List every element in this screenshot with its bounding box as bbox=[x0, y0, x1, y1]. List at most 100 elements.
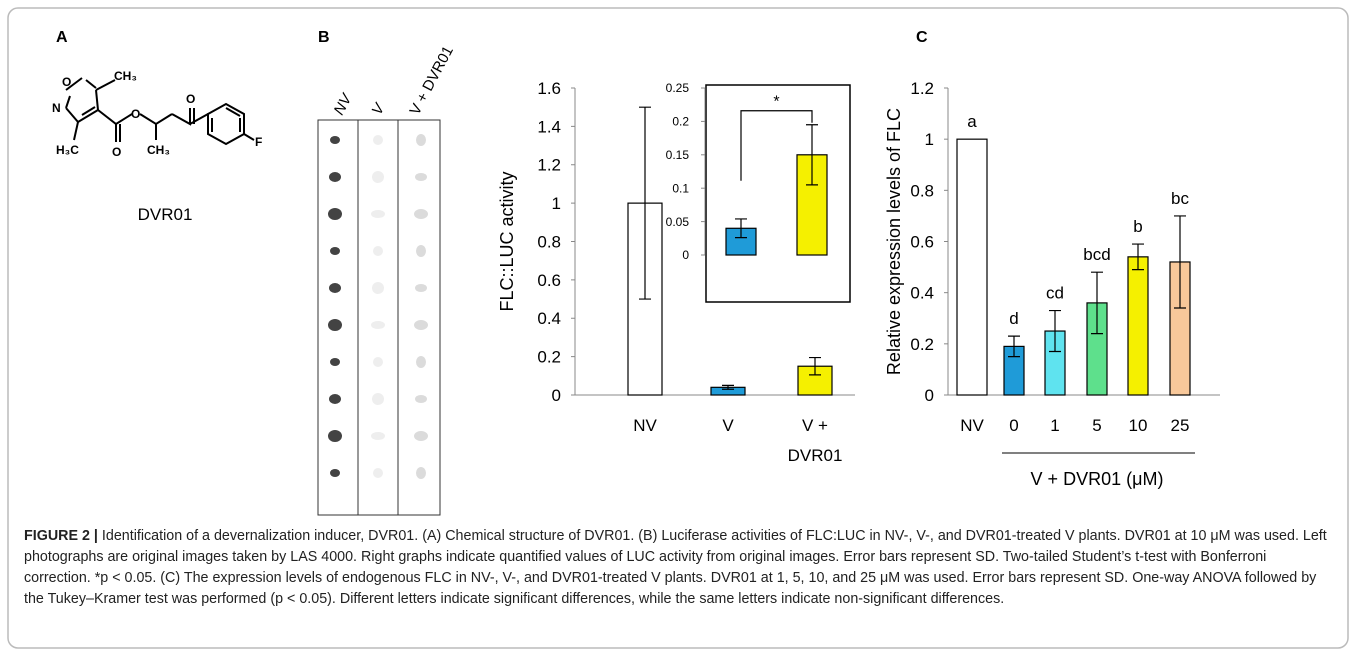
significance-letter: d bbox=[1009, 309, 1018, 328]
blot-spot bbox=[372, 171, 384, 183]
atom: O bbox=[112, 145, 121, 159]
panel-label: B bbox=[318, 29, 330, 46]
y-axis-label: Relative expression levels of FLC bbox=[884, 108, 904, 375]
blot-spot bbox=[416, 467, 426, 479]
y-tick-label: 0.25 bbox=[666, 81, 690, 95]
blot-spot bbox=[372, 393, 384, 405]
y-tick-label: 0.2 bbox=[672, 115, 689, 129]
figure-frame bbox=[7, 7, 1349, 649]
error-bar bbox=[1008, 335, 1020, 358]
x-tick-label: V bbox=[722, 416, 734, 435]
blot-spot bbox=[328, 430, 342, 442]
significance-letter: bc bbox=[1171, 189, 1189, 208]
blot-spot bbox=[373, 357, 383, 367]
blot-spots bbox=[328, 134, 428, 479]
bar bbox=[956, 138, 988, 396]
blot-spot bbox=[330, 358, 340, 366]
significance-letter: bcd bbox=[1083, 245, 1110, 264]
inset-frame bbox=[705, 84, 851, 303]
blot-spot bbox=[373, 246, 383, 256]
x-tick-label: 10 bbox=[1129, 416, 1148, 435]
y-tick-label: 0.4 bbox=[910, 284, 934, 303]
y-tick-label: 1 bbox=[925, 130, 934, 149]
x-axis-label: V + DVR01 (μM) bbox=[1031, 469, 1164, 489]
y-tick-label: 1.4 bbox=[537, 117, 561, 136]
y-tick-label: 0.05 bbox=[666, 215, 690, 229]
blot-spot bbox=[415, 284, 427, 292]
x-tick-label: V + DVR01 bbox=[788, 416, 843, 465]
y-tick-label: 1.2 bbox=[537, 156, 561, 175]
structure bbox=[65, 77, 255, 146]
y-tick-label: 1.2 bbox=[910, 79, 934, 98]
blot-spot bbox=[415, 173, 427, 181]
x-tick-label: 25 bbox=[1171, 416, 1190, 435]
y-tick-label: 0 bbox=[925, 386, 934, 405]
blot-spot bbox=[416, 356, 426, 368]
caption-label: FIGURE 2 | bbox=[24, 528, 98, 544]
panel-label: C bbox=[916, 29, 928, 46]
compound-name: DVR01 bbox=[138, 205, 193, 224]
blot-spot bbox=[373, 468, 383, 478]
significance-letter: cd bbox=[1046, 284, 1064, 303]
y-axis-label: FLC::LUC activity bbox=[497, 171, 517, 311]
y-tick-label: 0.2 bbox=[537, 348, 561, 367]
y-tick-label: 0.2 bbox=[910, 335, 934, 354]
blot-spot bbox=[414, 431, 428, 441]
x-tick-label: 0 bbox=[1009, 416, 1018, 435]
error-bar bbox=[809, 356, 821, 376]
y-tick-label: 0 bbox=[682, 248, 689, 262]
atom: CH₃ bbox=[114, 69, 137, 83]
y-tick-label: 0.8 bbox=[537, 232, 561, 251]
charts: 00.20.40.60.811.21.41.6NV V V + DVR01FLC::L… bbox=[497, 79, 1220, 489]
error-bar bbox=[1174, 215, 1186, 309]
blot-frame bbox=[317, 119, 441, 516]
significance-bracket bbox=[740, 110, 813, 181]
atom: N bbox=[52, 101, 61, 115]
significance-letter: a bbox=[967, 112, 977, 131]
y-tick-label: 0.15 bbox=[666, 148, 690, 162]
x-tick-label: NV bbox=[633, 416, 657, 435]
y-tick-label: 1.6 bbox=[537, 79, 561, 98]
y-tick-label: 0.4 bbox=[537, 309, 561, 328]
panel-label: A bbox=[56, 29, 68, 46]
error-bar bbox=[1049, 309, 1061, 353]
y-tick-label: 0 bbox=[552, 386, 561, 405]
blot-spot bbox=[371, 210, 385, 218]
blot-spot bbox=[329, 283, 341, 293]
error-bar bbox=[1091, 271, 1103, 335]
x-tick-label: 1 bbox=[1050, 416, 1059, 435]
blot-spot bbox=[330, 247, 340, 255]
blot-spot bbox=[330, 469, 340, 477]
blot-spot bbox=[328, 208, 342, 220]
atom: CH₃ bbox=[147, 143, 170, 157]
blot-spot bbox=[329, 394, 341, 404]
atom: H₃C bbox=[56, 143, 79, 157]
significance-letter: b bbox=[1133, 217, 1142, 236]
blot-spot bbox=[415, 395, 427, 403]
caption: FIGURE 2 | Identification of a devernali… bbox=[24, 526, 1329, 610]
atom: O bbox=[62, 75, 71, 89]
lane-label: NV bbox=[331, 90, 357, 118]
blot-spot bbox=[416, 245, 426, 257]
blot-spot bbox=[372, 282, 384, 294]
blot-spot bbox=[414, 320, 428, 330]
error-bar bbox=[806, 124, 818, 186]
y-tick-label: 1 bbox=[552, 194, 561, 213]
blot-spot bbox=[416, 134, 426, 146]
lane-label: V + DVR01 bbox=[407, 43, 457, 118]
atoms: O N CH₃ H₃C O O O CH₃ F bbox=[52, 69, 262, 159]
blot-spot bbox=[414, 209, 428, 219]
lane-label: V bbox=[369, 99, 390, 118]
atom: O bbox=[186, 92, 195, 106]
blot-spot bbox=[371, 432, 385, 440]
y-tick-label: 0.1 bbox=[672, 181, 689, 195]
y-tick-label: 0.6 bbox=[537, 271, 561, 290]
x-tick-label: 5 bbox=[1092, 416, 1101, 435]
bar bbox=[1127, 256, 1149, 396]
blot-spot bbox=[371, 321, 385, 329]
error-bar bbox=[735, 218, 747, 239]
atom: O bbox=[131, 107, 140, 121]
y-tick-label: 0.8 bbox=[910, 181, 934, 200]
error-bar bbox=[722, 384, 734, 390]
